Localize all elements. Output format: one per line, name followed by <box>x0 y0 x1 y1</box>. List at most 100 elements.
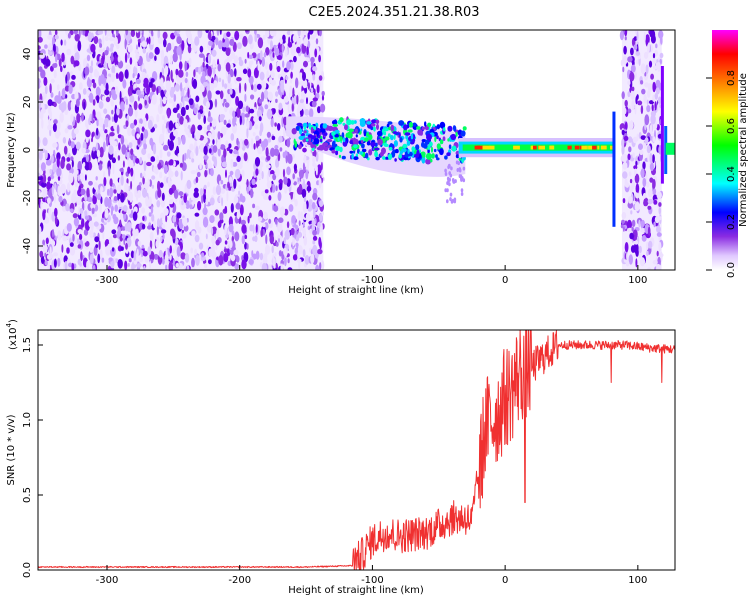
noise-blob <box>230 203 234 213</box>
noise-blob <box>91 137 93 143</box>
noise-blob <box>258 98 263 104</box>
signal-blob <box>425 158 432 165</box>
noise-blob <box>643 94 647 104</box>
signal-blob <box>310 135 317 140</box>
signal-blob <box>442 136 446 141</box>
noise-blob <box>631 99 635 111</box>
noise-blob <box>302 71 306 81</box>
noise-blob <box>71 262 75 270</box>
noise-blob <box>136 30 139 33</box>
signal-blob <box>335 146 341 152</box>
noise-blob <box>163 55 169 66</box>
signal-blob <box>406 140 411 146</box>
noise-blob <box>209 122 212 127</box>
noise-blob <box>223 119 227 126</box>
noise-blob <box>266 155 271 161</box>
noise-blob <box>646 267 652 270</box>
noise-blob <box>647 42 650 49</box>
noise-blob <box>180 106 186 117</box>
noise-blob <box>38 36 43 43</box>
noise-blob <box>177 153 180 158</box>
signal-tail <box>456 168 460 172</box>
noise-blob <box>312 239 316 245</box>
noise-blob <box>623 135 629 142</box>
noise-blob <box>143 160 147 172</box>
noise-blob <box>649 162 654 172</box>
noise-blob <box>217 63 222 72</box>
noise-blob <box>651 188 657 195</box>
noise-blob <box>660 251 663 262</box>
noise-blob <box>162 233 165 240</box>
noise-blob <box>248 34 253 45</box>
x-tick-label: -200 <box>228 275 251 286</box>
noise-blob <box>84 240 90 247</box>
noise-blob <box>308 30 314 35</box>
noise-blob <box>622 66 625 73</box>
noise-blob <box>304 202 307 213</box>
noise-blob <box>50 92 54 98</box>
noise-blob <box>120 101 125 112</box>
noise-blob <box>265 164 271 169</box>
noise-blob <box>276 55 283 60</box>
signal-blob <box>427 144 431 150</box>
noise-blob <box>228 223 234 233</box>
noise-blob <box>264 104 269 110</box>
noise-blob <box>169 54 173 66</box>
signal-blob <box>424 121 427 127</box>
noise-blob <box>281 70 287 78</box>
noise-blob <box>652 154 655 164</box>
noise-blob <box>319 30 322 37</box>
noise-blob <box>80 172 85 182</box>
noise-blob <box>119 90 122 102</box>
noise-blob <box>274 218 278 225</box>
noise-blob <box>90 43 96 53</box>
noise-blob <box>634 168 637 175</box>
noise-blob <box>655 62 659 67</box>
x-tick-label: -300 <box>96 575 119 586</box>
noise-blob <box>207 53 212 65</box>
noise-blob <box>113 36 119 46</box>
noise-blob <box>289 85 293 94</box>
noise-blob <box>284 256 287 267</box>
noise-blob <box>91 79 95 84</box>
signal-blob <box>405 134 409 140</box>
noise-blob <box>645 172 648 182</box>
noise-blob <box>88 220 94 228</box>
noise-blob <box>185 104 190 110</box>
noise-blob <box>151 126 155 132</box>
noise-blob <box>51 228 55 238</box>
noise-blob <box>264 189 269 194</box>
x-tick-label: -100 <box>361 575 384 586</box>
noise-blob <box>197 124 203 131</box>
noise-blob <box>52 163 57 173</box>
right-signal-band <box>665 142 675 155</box>
x-tick-label: -100 <box>361 275 384 286</box>
noise-blob <box>109 90 112 98</box>
noise-blob <box>275 167 280 177</box>
noise-blob <box>635 183 640 194</box>
signal-blob <box>362 148 367 153</box>
signal-blob <box>387 121 393 125</box>
x-tick-label: 0 <box>502 575 508 586</box>
noise-blob <box>260 156 266 161</box>
noise-blob <box>149 137 154 146</box>
noise-blob <box>93 221 99 227</box>
noise-blob <box>229 240 233 249</box>
noise-blob <box>232 161 238 167</box>
signal-blob <box>443 126 446 132</box>
noise-blob <box>297 102 303 111</box>
noise-blob <box>109 178 113 187</box>
noise-blob <box>184 152 187 161</box>
noise-blob <box>246 223 249 233</box>
noise-blob <box>127 159 133 167</box>
noise-blob <box>278 135 283 143</box>
noise-blob <box>72 213 78 219</box>
noise-blob <box>228 143 232 149</box>
noise-blob <box>133 83 137 89</box>
signal-blob <box>419 131 423 136</box>
noise-blob <box>273 205 279 212</box>
noise-blob <box>125 30 129 36</box>
noise-blob <box>117 259 123 269</box>
noise-blob <box>319 262 322 270</box>
noise-blob <box>242 35 248 47</box>
